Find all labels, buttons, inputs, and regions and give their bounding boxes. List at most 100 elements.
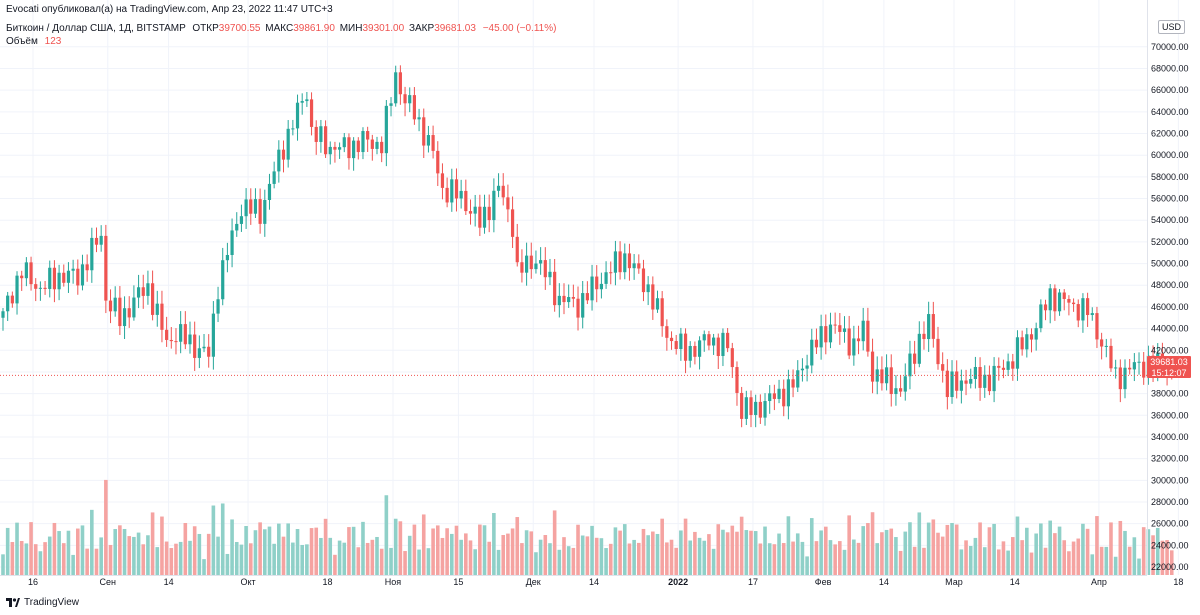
volume-bar — [1076, 538, 1081, 575]
volume-bar — [379, 548, 384, 575]
low-value: 39301.00 — [362, 23, 405, 34]
volume-bar — [1081, 523, 1085, 575]
tradingview-brand[interactable]: TradingView — [6, 597, 79, 608]
candle-body — [375, 141, 379, 149]
currency-button[interactable]: USD — [1158, 20, 1186, 34]
volume-bar — [707, 534, 711, 575]
candle-body — [76, 268, 80, 286]
volume-bar — [342, 542, 347, 575]
candle-body — [744, 397, 748, 419]
volume-bar — [487, 541, 491, 575]
volume-bar — [548, 543, 552, 575]
candle-body — [978, 366, 982, 388]
volume-bar — [982, 547, 987, 575]
volume-bar — [459, 539, 463, 575]
candle-body — [1100, 339, 1104, 347]
candle-body — [127, 308, 131, 318]
candle-body — [1114, 367, 1118, 369]
candle-body — [1, 311, 5, 318]
volume-bar — [814, 541, 819, 575]
candle-body — [763, 401, 767, 418]
volume-bar — [202, 559, 206, 575]
candle-body — [674, 341, 678, 350]
volume-bar — [108, 544, 113, 575]
volume-bar — [136, 532, 141, 575]
candle-body — [141, 287, 145, 296]
price-axis[interactable]: 70000.00 68000.00 66000.00 64000.00 62000.00… — [1151, 42, 1189, 572]
volume-bar — [571, 547, 576, 575]
candle-body — [716, 337, 720, 357]
volume-bar — [674, 547, 678, 575]
volume-bar — [968, 546, 973, 575]
volume-bar — [389, 547, 393, 575]
tradingview-logo-icon — [6, 598, 20, 607]
candle-body — [529, 255, 533, 270]
volume-bar — [753, 531, 758, 575]
candle-body — [1086, 298, 1090, 316]
time-tick-label: Мар — [945, 577, 963, 587]
volume-bar — [1132, 537, 1137, 575]
candle-body — [567, 297, 571, 303]
volume-bar — [496, 549, 501, 575]
volume-bar — [29, 522, 33, 575]
volume-bar — [1137, 558, 1141, 575]
volume-bar — [192, 526, 197, 575]
candle-body — [445, 187, 449, 203]
price-tick-label: 48000.00 — [1151, 280, 1189, 290]
candle-body — [520, 262, 524, 273]
price-tick-label: 56000.00 — [1151, 194, 1189, 204]
volume-bar — [1151, 535, 1155, 575]
volume-bar — [608, 543, 613, 575]
candle-body — [300, 101, 304, 103]
volume-bar — [1057, 526, 1062, 575]
price-tick-label: 46000.00 — [1151, 302, 1189, 312]
candle-body — [356, 140, 360, 153]
candle-body — [235, 223, 239, 231]
volume-bar — [777, 533, 781, 575]
candle-body — [422, 117, 426, 146]
candle-body — [754, 401, 758, 415]
candle-body — [398, 72, 402, 95]
volume-bar — [1011, 537, 1015, 575]
candle-body — [931, 314, 935, 339]
volume-bar — [1085, 528, 1090, 575]
volume-bar — [711, 548, 716, 575]
price-tick-label: 44000.00 — [1151, 324, 1189, 334]
volume-bar — [482, 525, 487, 575]
volume-bar — [959, 549, 964, 575]
time-tick-label: Ноя — [385, 577, 402, 587]
candle-body — [1011, 361, 1015, 369]
candle-body — [459, 190, 463, 199]
candle-body — [380, 141, 384, 154]
candle-body — [800, 368, 805, 371]
candle-body — [221, 260, 225, 300]
volume-bar — [870, 512, 875, 575]
last-price-value: 39681.03 — [1150, 357, 1188, 367]
candle-body — [216, 299, 220, 314]
candle-body — [165, 329, 169, 340]
volume-bar — [1118, 520, 1123, 575]
candle-body — [576, 298, 580, 318]
volume-bar — [809, 518, 814, 575]
candle-body — [160, 303, 164, 330]
time-axis[interactable]: 16 Сен 14 Окт 18 Ноя 15 Дек 14 2022 17 Фев 14 Мар 14 Ап… — [28, 577, 1200, 587]
candle-body — [810, 339, 814, 366]
candle-body — [155, 303, 159, 315]
candle-body — [323, 126, 328, 155]
candle-body — [267, 183, 272, 201]
candle-body — [1062, 292, 1066, 299]
volume-bar — [230, 519, 234, 575]
candle-body — [950, 371, 954, 398]
volume-bar — [1146, 529, 1151, 575]
candle-body — [515, 236, 519, 263]
candle-body — [370, 139, 374, 149]
candle-body — [1029, 334, 1034, 340]
volume-bar — [908, 522, 912, 575]
symbol-info: Биткоин / Доллар США, 1Д, BITSTAMP ОТКР3… — [6, 23, 556, 34]
volume-bar — [361, 521, 365, 575]
volume-bar — [431, 528, 435, 575]
candle-body — [169, 339, 173, 342]
candle-body — [253, 199, 258, 214]
time-tick-label: 2022 — [668, 577, 688, 587]
